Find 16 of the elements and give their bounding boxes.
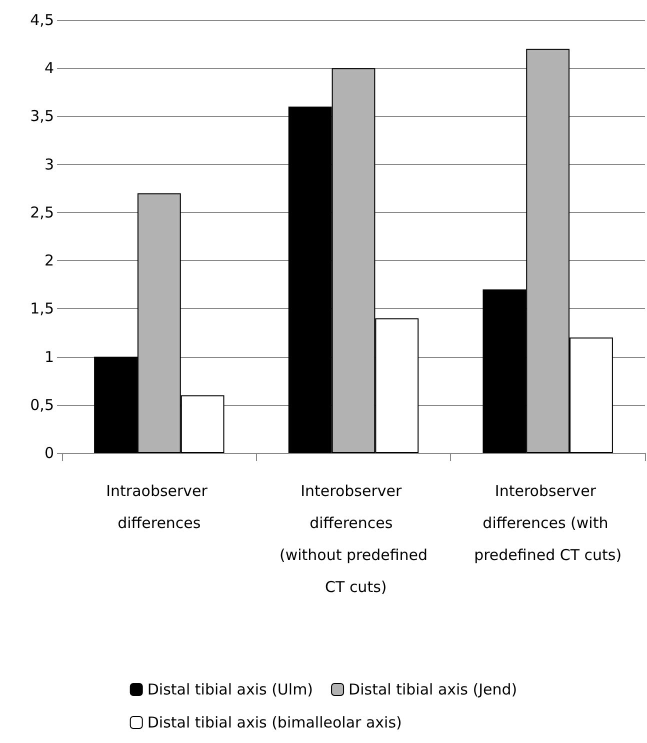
y-tick-label: 1,5 xyxy=(30,300,54,318)
y-tick-label: 3,5 xyxy=(30,107,54,126)
y-tick-label: 0 xyxy=(44,444,54,462)
y-tick-label: 2,5 xyxy=(30,203,54,222)
y-tick-label: 1 xyxy=(44,348,54,366)
y-tick-label: 4 xyxy=(44,59,54,78)
x-tick-label: Interobserver differences (without predefined CT cuts) xyxy=(279,482,428,596)
y-tick-label: 3 xyxy=(44,155,54,174)
y-tick-label: 2 xyxy=(44,252,54,270)
x-tick-label: Intraobserver differences xyxy=(106,482,212,532)
legend-label: Distal tibial axis (bimalleolar axis) xyxy=(147,714,402,732)
x-tick-label: Interobserver differences (with predefined CT cuts) xyxy=(474,482,622,564)
y-tick-label: 4,5 xyxy=(30,11,54,29)
legend-label: Distal tibial axis (Jend) xyxy=(348,680,518,698)
legend-label: Distal tibial axis (Ulm) xyxy=(147,680,314,698)
y-tick-label: 0,5 xyxy=(30,396,54,414)
